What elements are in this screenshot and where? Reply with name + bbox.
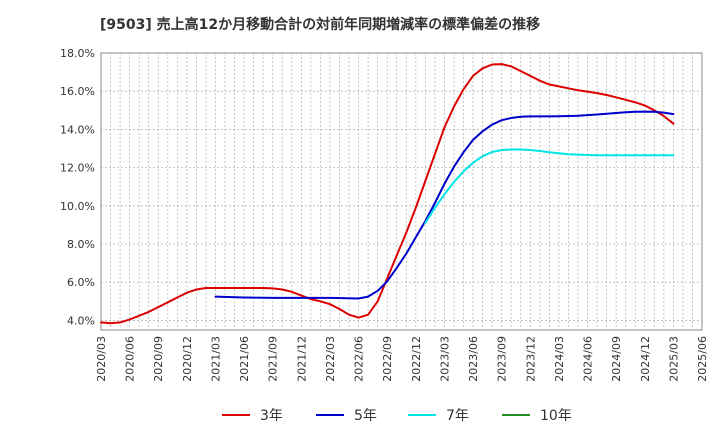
legend-item: 10年	[502, 402, 572, 428]
x-tick-label: 2023/12	[524, 336, 537, 382]
legend-item: 5年	[316, 402, 377, 428]
legend-swatch	[408, 414, 436, 416]
legend-swatch	[502, 414, 530, 416]
y-tick-label: 12.0%	[60, 162, 95, 175]
y-tick-label: 8.0%	[67, 238, 95, 251]
y-tick-label: 16.0%	[60, 85, 95, 98]
y-tick-label: 4.0%	[67, 314, 95, 327]
chart-title: [9503] 売上高12か月移動合計の対前年同期増減率の標準偏差の推移	[100, 17, 541, 33]
legend-swatch	[222, 414, 250, 416]
legend: 3年 5年 7年 10年	[0, 402, 720, 428]
y-tick-label: 6.0%	[67, 276, 95, 289]
x-tick-label: 2022/12	[410, 336, 423, 382]
y-tick-label: 18.0%	[60, 47, 95, 60]
series-line	[214, 110, 675, 300]
x-tick-label: 2022/09	[381, 336, 394, 382]
x-tick-label: 2021/03	[209, 336, 222, 382]
plot-area: 4.0% 6.0% 8.0% 10.0% 12.0% 14.0% 16.0% 18.0% 202…	[60, 47, 709, 382]
x-tick-label: 2022/03	[324, 336, 337, 382]
x-tick-label: 2024/09	[610, 336, 623, 382]
x-tick-label: 2022/06	[353, 336, 366, 382]
x-tick-label: 2020/03	[95, 336, 108, 382]
x-tick-label: 2024/03	[553, 336, 566, 382]
x-tick-label: 2023/06	[467, 336, 480, 382]
legend-label: 7年	[446, 408, 469, 424]
plot-frame	[100, 52, 703, 331]
legend-item: 7年	[408, 402, 469, 428]
x-tick-label: 2025/03	[667, 336, 680, 382]
x-tick-label: 2023/03	[438, 336, 451, 382]
x-tick-label: 2021/12	[295, 336, 308, 382]
y-tick-label: 10.0%	[60, 200, 95, 213]
y-tick-label: 14.0%	[60, 123, 95, 136]
legend-label: 10年	[540, 408, 572, 424]
x-tick-label: 2020/12	[181, 336, 194, 382]
x-tick-label: 2025/06	[696, 336, 709, 382]
legend-item: 3年	[222, 402, 283, 428]
x-tick-label: 2021/06	[238, 336, 251, 382]
legend-label: 3年	[260, 408, 283, 424]
x-tick-label: 2024/06	[582, 336, 595, 382]
series-line	[100, 63, 675, 325]
x-tick-label: 2023/09	[496, 336, 509, 382]
x-tick-label: 2024/12	[639, 336, 652, 382]
series-line	[424, 148, 675, 224]
x-tick-label: 2020/09	[152, 336, 165, 382]
x-tick-label: 2021/09	[267, 336, 280, 382]
x-tick-label: 2020/06	[124, 336, 137, 382]
legend-label: 5年	[354, 408, 377, 424]
legend-swatch	[316, 414, 344, 416]
